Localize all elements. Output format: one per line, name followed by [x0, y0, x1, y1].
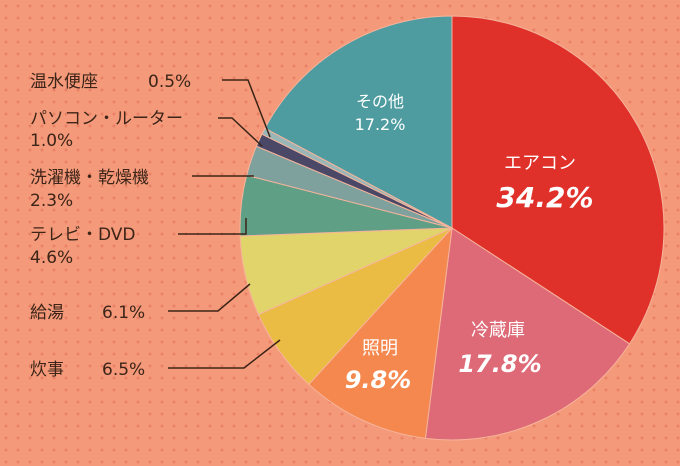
label-reizoko-name: 冷蔵庫 — [471, 320, 525, 341]
label-kyuto-name: 給湯 — [30, 303, 64, 323]
leader-line-onsui-benza — [222, 79, 271, 138]
pie-slice-2 — [308, 226, 453, 439]
label-pasokon-name: パソコン・ルーター — [30, 109, 183, 129]
label-reizoko-value: 17.8% — [458, 350, 541, 378]
pie-slice-0 — [451, 15, 665, 345]
label-sentakuki-name: 洗濯機・乾燥機 — [30, 168, 149, 188]
pie-slice-9 — [264, 15, 453, 229]
leader-line-suiji — [168, 339, 281, 369]
label-eakon-name: エアコン — [504, 153, 576, 174]
label-sonota-value: 17.2% — [355, 115, 406, 134]
pie-slice-1 — [424, 227, 631, 441]
label-onsui-benza-name: 温水便座 — [30, 72, 98, 92]
label-sonota-name: その他 — [356, 92, 404, 111]
label-suiji-value: 6.5% — [102, 360, 145, 380]
leader-line-terebi — [178, 218, 247, 235]
pie-slices — [239, 15, 665, 441]
leader-line-kyuto — [168, 283, 251, 312]
label-terebi-value: 4.6% — [30, 248, 73, 268]
label-shomei-name: 照明 — [362, 338, 398, 359]
label-shomei-value: 9.8% — [345, 366, 412, 394]
label-eakon-value: 34.2% — [496, 181, 593, 214]
label-onsui-benza-value: 0.5% — [148, 72, 191, 92]
label-kyuto-value: 6.1% — [102, 303, 145, 323]
leader-lines — [168, 79, 281, 369]
label-suiji-name: 炊事 — [30, 360, 64, 380]
label-terebi-name: テレビ・DVD — [30, 225, 136, 245]
label-sentakuki-value: 2.3% — [30, 191, 73, 211]
leader-line-pasokon — [218, 117, 263, 147]
label-pasokon-value: 1.0% — [30, 131, 73, 151]
